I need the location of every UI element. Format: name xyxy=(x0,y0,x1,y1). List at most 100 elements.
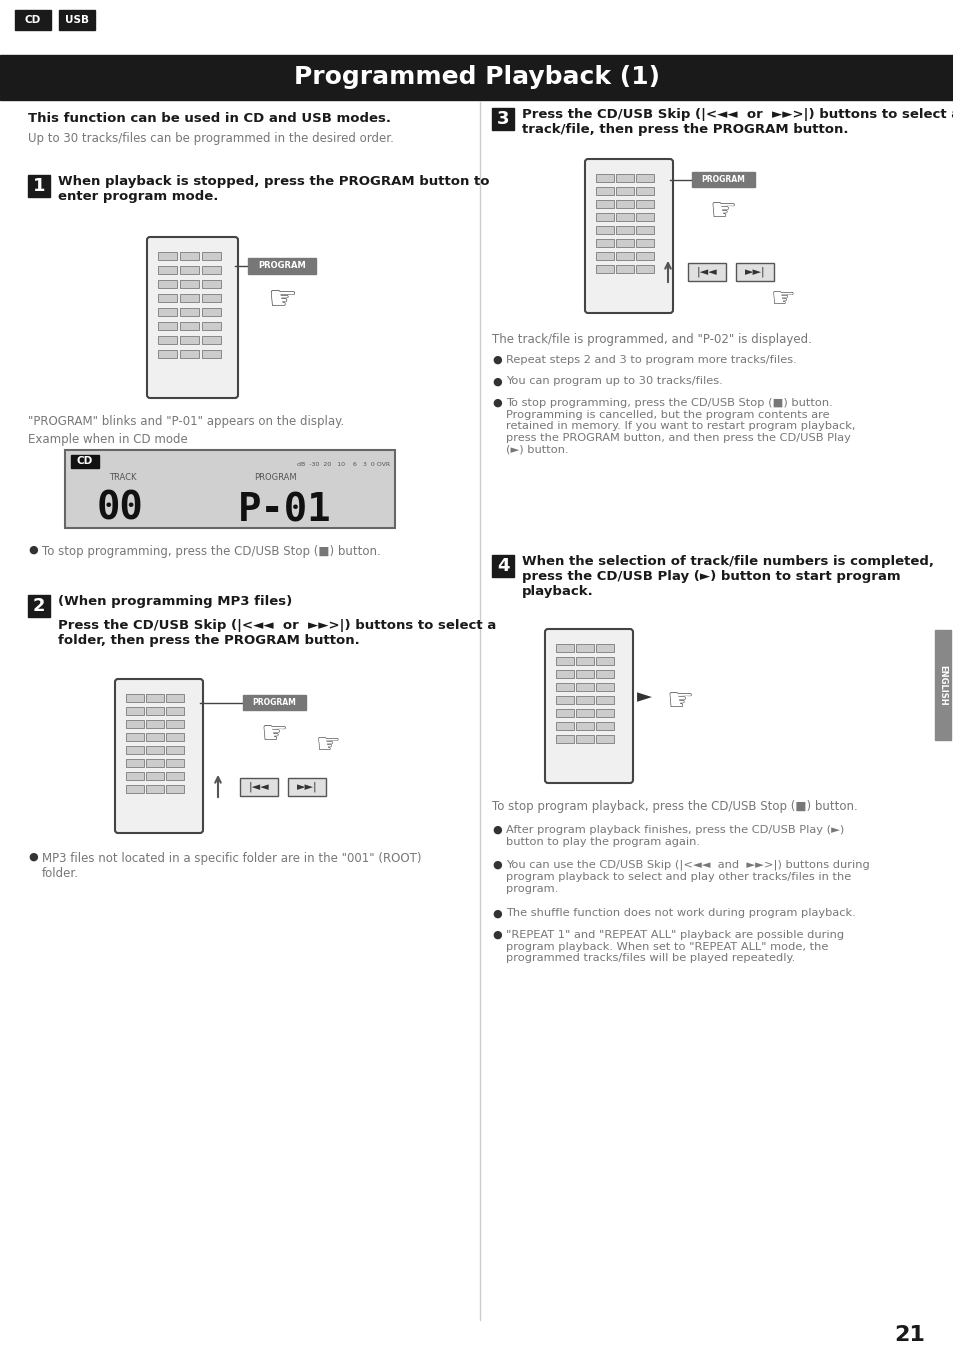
FancyBboxPatch shape xyxy=(147,238,237,398)
Bar xyxy=(65,450,395,528)
Bar xyxy=(934,630,950,740)
Text: ☞: ☞ xyxy=(770,285,795,313)
Text: You can program up to 30 tracks/files.: You can program up to 30 tracks/files. xyxy=(505,377,722,386)
Text: This function can be used in CD and USB modes.: This function can be used in CD and USB … xyxy=(28,112,391,126)
Text: You can use the CD/USB Skip (|<◄◄  and  ►►>|) buttons during
program playback to: You can use the CD/USB Skip (|<◄◄ and ►►… xyxy=(505,860,869,894)
Bar xyxy=(180,308,199,316)
Text: ►: ► xyxy=(636,687,651,706)
Bar xyxy=(616,200,634,208)
Bar xyxy=(71,455,99,468)
Bar xyxy=(202,279,221,288)
Bar xyxy=(202,252,221,261)
Bar xyxy=(158,252,177,261)
Text: When playback is stopped, press the PROGRAM button to
enter program mode.: When playback is stopped, press the PROG… xyxy=(58,176,489,202)
Text: 2: 2 xyxy=(32,597,45,616)
Bar xyxy=(202,323,221,329)
Text: 1: 1 xyxy=(32,177,45,194)
Bar xyxy=(180,336,199,344)
Text: |◄◄: |◄◄ xyxy=(249,782,269,792)
Bar xyxy=(180,252,199,261)
Text: When the selection of track/file numbers is completed,
press the CD/USB Play (►): When the selection of track/file numbers… xyxy=(521,555,933,598)
Text: "PROGRAM" blinks and "P-01" appears on the display.: "PROGRAM" blinks and "P-01" appears on t… xyxy=(28,414,344,428)
Bar xyxy=(202,294,221,302)
Bar xyxy=(146,784,164,792)
Bar xyxy=(596,213,614,221)
Bar xyxy=(166,772,184,780)
Bar xyxy=(146,694,164,702)
Bar xyxy=(59,9,95,30)
Bar xyxy=(15,9,51,30)
Bar xyxy=(180,279,199,288)
Bar xyxy=(243,695,306,710)
Text: ☞: ☞ xyxy=(267,284,296,316)
Text: Press the CD/USB Skip (|<◄◄  or  ►►>|) buttons to select a
folder, then press th: Press the CD/USB Skip (|<◄◄ or ►►>|) but… xyxy=(58,620,496,647)
Bar xyxy=(166,707,184,716)
Bar xyxy=(596,225,614,234)
Bar xyxy=(146,707,164,716)
Text: Repeat steps 2 and 3 to program more tracks/files.: Repeat steps 2 and 3 to program more tra… xyxy=(505,355,796,364)
Bar xyxy=(556,697,574,703)
Text: ☞: ☞ xyxy=(315,730,340,759)
Bar xyxy=(146,720,164,728)
Bar xyxy=(166,759,184,767)
Bar xyxy=(126,733,144,741)
Bar xyxy=(158,350,177,358)
Text: |◄◄: |◄◄ xyxy=(696,267,717,277)
Bar xyxy=(596,200,614,208)
Bar xyxy=(576,657,594,666)
Bar xyxy=(616,239,634,247)
Bar xyxy=(596,697,614,703)
Text: To stop program playback, press the CD/USB Stop (■) button.: To stop program playback, press the CD/U… xyxy=(492,801,857,813)
Bar xyxy=(596,252,614,261)
Text: Programmed Playback (1): Programmed Playback (1) xyxy=(294,65,659,89)
Bar xyxy=(28,176,50,197)
Bar xyxy=(158,323,177,329)
Text: ☞: ☞ xyxy=(665,687,693,717)
Bar xyxy=(596,265,614,273)
Bar xyxy=(616,265,634,273)
Bar xyxy=(248,258,315,274)
Bar xyxy=(691,171,754,188)
Bar xyxy=(202,308,221,316)
FancyBboxPatch shape xyxy=(584,159,672,313)
Text: P-01: P-01 xyxy=(238,491,332,529)
Bar xyxy=(596,722,614,730)
Bar xyxy=(596,239,614,247)
Bar xyxy=(166,733,184,741)
Bar xyxy=(180,294,199,302)
Text: ☞: ☞ xyxy=(260,721,288,749)
Bar xyxy=(576,709,594,717)
Text: 00: 00 xyxy=(96,489,143,526)
Bar xyxy=(576,734,594,743)
Bar xyxy=(126,747,144,755)
Bar xyxy=(158,294,177,302)
Text: ●: ● xyxy=(492,825,501,836)
Text: To stop programming, press the CD/USB Stop (■) button.: To stop programming, press the CD/USB St… xyxy=(42,545,380,558)
Text: The track/file is programmed, and "P-02" is displayed.: The track/file is programmed, and "P-02"… xyxy=(492,333,811,346)
Bar xyxy=(596,734,614,743)
Bar xyxy=(596,174,614,182)
Bar xyxy=(28,595,50,617)
Bar xyxy=(240,778,277,796)
Bar xyxy=(576,697,594,703)
Text: ●: ● xyxy=(492,930,501,940)
Text: PROGRAM: PROGRAM xyxy=(258,262,306,270)
Text: CD: CD xyxy=(77,456,93,467)
Bar xyxy=(556,683,574,691)
Bar xyxy=(687,263,725,281)
Bar xyxy=(166,747,184,755)
Text: 3: 3 xyxy=(497,109,509,128)
Bar xyxy=(556,734,574,743)
Bar xyxy=(636,174,654,182)
Bar xyxy=(636,188,654,194)
Bar xyxy=(0,55,953,100)
Bar xyxy=(166,720,184,728)
Text: (When programming MP3 files): (When programming MP3 files) xyxy=(58,595,292,608)
Bar xyxy=(616,252,634,261)
Bar xyxy=(556,722,574,730)
Bar xyxy=(576,722,594,730)
Bar xyxy=(146,747,164,755)
Text: Example when in CD mode: Example when in CD mode xyxy=(28,433,188,446)
Bar xyxy=(126,707,144,716)
FancyBboxPatch shape xyxy=(544,629,633,783)
